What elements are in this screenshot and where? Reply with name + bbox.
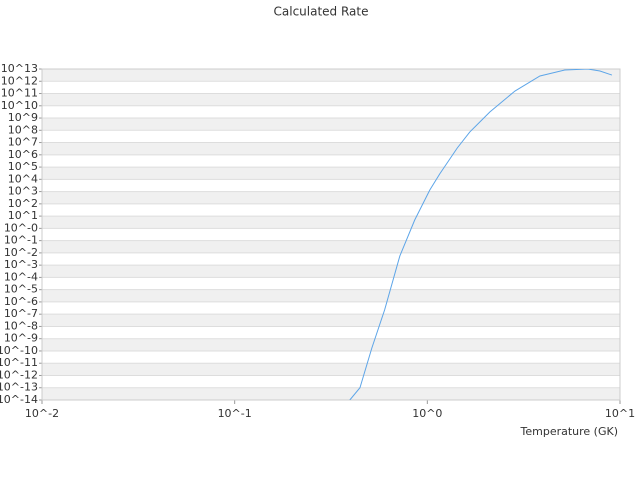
y-tick-label: 10^-14 <box>0 393 38 406</box>
y-tick-label: 10^-9 <box>4 332 38 345</box>
grid-band <box>42 191 620 204</box>
grid-band <box>42 363 620 376</box>
y-tick-label: 10^-11 <box>0 356 38 369</box>
y-tick-label: 10^-5 <box>4 283 38 296</box>
y-tick-label: 10^-2 <box>4 246 38 259</box>
x-tick-label: 10^0 <box>412 407 442 420</box>
grid-band <box>42 314 620 327</box>
x-tick-label: 10^1 <box>605 407 635 420</box>
y-tick-label: 10^-8 <box>4 319 38 332</box>
y-tick-label: 10^-13 <box>0 381 38 394</box>
grid-band <box>42 118 620 131</box>
y-tick-label: 10^1 <box>8 209 38 222</box>
grid-band <box>42 338 620 351</box>
y-tick-label: 10^-6 <box>4 295 38 308</box>
grid-band <box>42 93 620 106</box>
grid-band <box>42 142 620 155</box>
y-tick-label: 10^-4 <box>4 270 38 283</box>
chart-title: Calculated Rate <box>274 5 369 19</box>
y-tick-label: 10^6 <box>8 148 38 161</box>
y-tick-label: 10^4 <box>8 172 38 185</box>
y-tick-label: 10^9 <box>8 111 38 124</box>
data-line <box>349 69 613 400</box>
grid-band <box>42 265 620 278</box>
grid-band <box>42 289 620 302</box>
y-tick-label: 10^8 <box>8 123 38 136</box>
y-tick-label: 10^7 <box>8 136 38 149</box>
y-tick-label: 10^12 <box>1 74 38 87</box>
grid-band <box>42 387 620 400</box>
y-tick-label: 10^-10 <box>0 344 38 357</box>
y-tick-label: 10^-1 <box>4 234 38 247</box>
grid-band <box>42 240 620 253</box>
grid-band <box>42 69 620 82</box>
y-tick-label: 10^3 <box>8 185 38 198</box>
y-tick-label: 10^5 <box>8 160 38 173</box>
grid-band <box>42 167 620 180</box>
x-tick-label: 10^-2 <box>25 407 59 420</box>
y-tick-label: 10^11 <box>1 87 38 100</box>
y-tick-label: 10^-7 <box>4 307 38 320</box>
plot-frame <box>41 68 621 401</box>
y-tick-label: 10^-0 <box>4 221 38 234</box>
y-tick-label: 10^2 <box>8 197 38 210</box>
y-tick-label: 10^-3 <box>4 258 38 271</box>
grid-band <box>42 216 620 229</box>
x-axis-label: Temperature (GK) <box>520 425 619 438</box>
y-tick-label: 10^-12 <box>0 368 38 381</box>
x-tick-label: 10^-1 <box>218 407 252 420</box>
y-tick-label: 10^13 <box>1 62 38 75</box>
y-tick-label: 10^10 <box>1 99 38 112</box>
